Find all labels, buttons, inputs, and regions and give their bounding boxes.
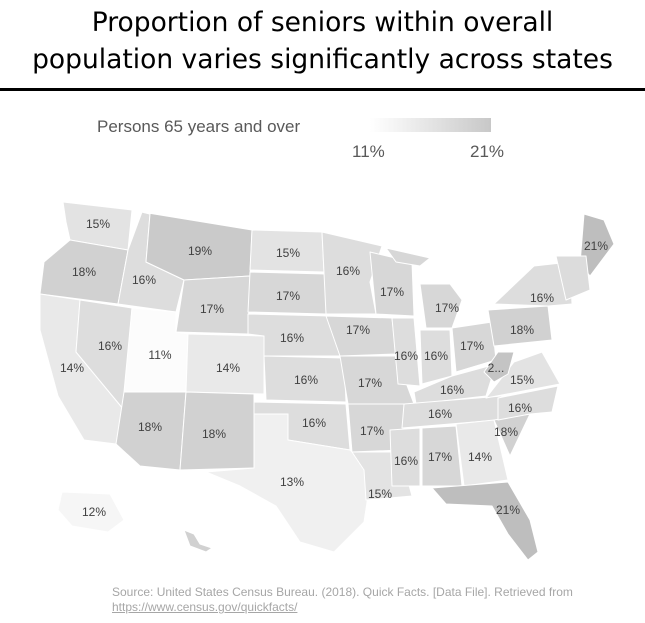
state-label-az: 18% [138, 420, 162, 434]
state-label-ak: 12% [82, 505, 106, 519]
state-label-me: 21% [584, 239, 608, 253]
state-co [185, 333, 265, 395]
state-label-wi: 17% [380, 285, 404, 299]
state-or [39, 239, 129, 305]
state-label-ms: 16% [394, 454, 418, 468]
state-nc [497, 385, 559, 421]
state-label-tx: 13% [280, 475, 304, 489]
state-az [115, 391, 187, 471]
state-ne-states [555, 255, 591, 301]
state-label-ca: 14% [60, 361, 84, 375]
legend-gradient-bar [370, 118, 491, 132]
state-pa [487, 305, 553, 347]
source-text: Source: United States Census Bureau. (20… [112, 585, 573, 599]
state-label-wy: 17% [200, 302, 224, 316]
state-label-pa: 18% [510, 323, 534, 337]
state-label-nv: 16% [98, 339, 122, 353]
state-label-ky: 16% [440, 383, 464, 397]
state-label-ia: 17% [346, 323, 370, 337]
state-ks [263, 355, 347, 403]
state-tx [205, 413, 373, 553]
title-line-2: population varies significantly across s… [32, 44, 613, 75]
state-hi [183, 529, 213, 553]
state-label-ks: 16% [294, 373, 318, 387]
state-ky [413, 363, 497, 405]
state-label-ne: 16% [280, 331, 304, 345]
state-label-mt: 19% [188, 244, 212, 258]
legend-label: Persons 65 years and over [97, 117, 301, 136]
state-label-mi: 17% [435, 301, 459, 315]
state-label-va: 15% [510, 373, 534, 387]
legend-max-label: 21% [470, 142, 505, 161]
source-link[interactable]: https://www.census.gov/quickfacts/ [112, 600, 298, 614]
source-note: Source: United States Census Bureau. (20… [112, 585, 612, 615]
state-label-sd: 17% [276, 289, 300, 303]
legend-min-label: 11% [352, 142, 385, 161]
title-line-1: Proportion of seniors within overall [91, 7, 554, 38]
state-mi [385, 247, 463, 329]
state-label-co: 14% [216, 361, 240, 375]
state-label-or: 18% [72, 265, 96, 279]
state-label-sc: 18% [494, 425, 518, 439]
state-label-ok: 16% [302, 416, 326, 430]
state-label-tn: 16% [428, 407, 452, 421]
state-label-mn: 16% [336, 264, 360, 278]
state-label-ny: 16% [530, 291, 554, 305]
state-label-mo: 17% [358, 376, 382, 390]
state-fl [431, 481, 539, 561]
state-label-wv: 2... [488, 361, 505, 375]
state-label-oh: 17% [460, 339, 484, 353]
state-label-il: 16% [394, 349, 418, 363]
state-wv [483, 351, 515, 383]
state-label-nm: 18% [202, 427, 226, 441]
state-label-nd: 15% [276, 246, 300, 260]
state-label-ga: 14% [468, 450, 492, 464]
title-divider [0, 88, 645, 91]
state-label-wa: 15% [86, 217, 110, 231]
state-il [391, 317, 421, 387]
state-label-fl: 21% [496, 503, 520, 517]
state-label-la: 15% [368, 487, 392, 501]
state-label-ut: 11% [148, 348, 171, 362]
chart-title: Proportion of seniors within overall pop… [0, 0, 645, 88]
state-mn [321, 231, 383, 315]
state-label-in: 16% [424, 349, 448, 363]
state-label-nc: 16% [508, 401, 532, 415]
state-label-ar: 17% [360, 424, 384, 438]
state-ms [389, 427, 421, 487]
state-ak [57, 491, 125, 533]
state-ga [455, 419, 509, 487]
state-label-id: 16% [132, 273, 156, 287]
state-label-al: 17% [428, 450, 452, 464]
